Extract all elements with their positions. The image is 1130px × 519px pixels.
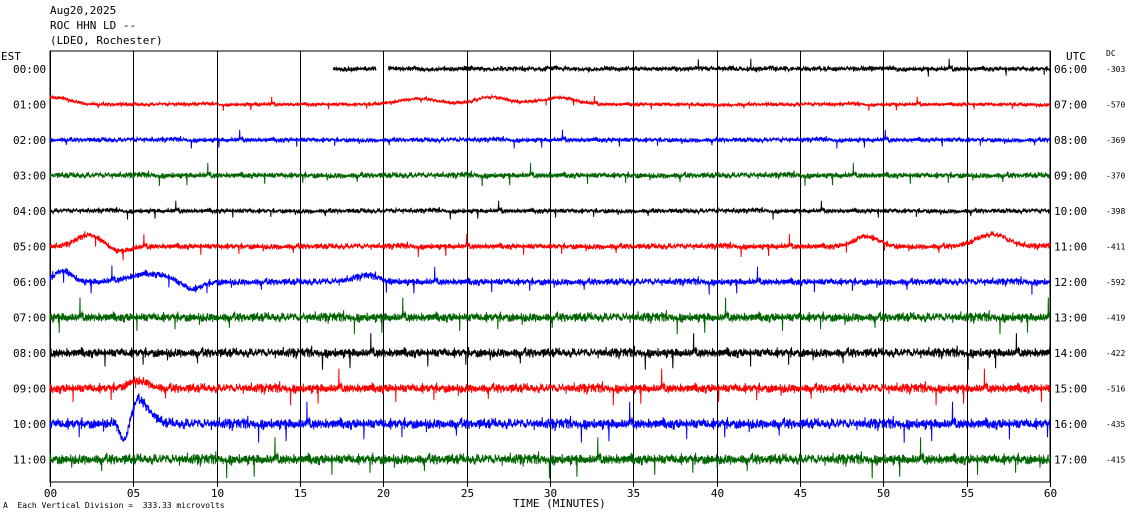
dc-offset-label: -516 — [1106, 385, 1125, 394]
dc-offset-label: -435 — [1106, 420, 1125, 429]
dc-offset-label: -370 — [1106, 172, 1125, 181]
trace-line — [49, 393, 1051, 443]
est-time-label: 10:00 — [13, 418, 46, 431]
x-tick-label: 45 — [794, 487, 807, 500]
dc-offset-label: -369 — [1106, 136, 1125, 145]
dc-offset-label: -419 — [1106, 314, 1125, 323]
header-network: (LDEO, Rochester) — [50, 34, 163, 47]
utc-time-label: 13:00 — [1054, 312, 1087, 325]
est-time-label: 02:00 — [13, 134, 46, 147]
trace-line — [49, 230, 1051, 261]
est-time-label: 04:00 — [13, 205, 46, 218]
x-tick-label: 10 — [211, 487, 224, 500]
header-date: Aug20,2025 — [50, 4, 117, 17]
x-tick-label: 20 — [377, 487, 390, 500]
trace-line — [332, 58, 1051, 77]
dc-offset-label: -415 — [1106, 456, 1125, 465]
x-tick-label: 60 — [1044, 487, 1057, 500]
x-tick-label: 00 — [44, 487, 57, 500]
x-tick-label: 50 — [877, 487, 890, 500]
est-axis-title: EST — [1, 50, 21, 63]
utc-time-label: 06:00 — [1054, 63, 1087, 76]
est-time-label: 08:00 — [13, 347, 46, 360]
utc-time-label: 08:00 — [1054, 134, 1087, 147]
dc-offset-label: -422 — [1106, 349, 1125, 358]
dc-column-title: DC — [1106, 49, 1116, 58]
x-tick-label: 25 — [461, 487, 474, 500]
x-tick-label: 40 — [711, 487, 724, 500]
corner-mark: A — [3, 501, 8, 510]
trace-line — [49, 93, 1051, 111]
scale-note-text: Each Vertical Division = 333.33 microvol… — [17, 501, 225, 510]
utc-time-label: 15:00 — [1054, 383, 1087, 396]
scale-note: A Each Vertical Division = 333.33 microv… — [3, 501, 225, 510]
utc-time-label: 14:00 — [1054, 347, 1087, 360]
x-tick-label: 05 — [127, 487, 140, 500]
trace-line — [49, 297, 1051, 335]
trace-line — [49, 333, 1051, 370]
dc-offset-label: -398 — [1106, 207, 1125, 216]
x-tick-label: 30 — [544, 487, 557, 500]
dc-offset-label: -570 — [1106, 101, 1125, 110]
x-tick-label: 15 — [294, 487, 307, 500]
x-tick-label: 35 — [627, 487, 640, 500]
traces — [49, 58, 1051, 479]
utc-time-label: 07:00 — [1054, 99, 1087, 112]
trace-line — [49, 437, 1051, 479]
trace-line — [49, 368, 1051, 406]
est-time-label: 09:00 — [13, 383, 46, 396]
trace-line — [49, 129, 1051, 149]
utc-time-label: 17:00 — [1054, 454, 1087, 467]
x-tick-label: 55 — [961, 487, 974, 500]
x-axis-label: TIME (MINUTES) — [513, 497, 606, 510]
est-time-label: 07:00 — [13, 312, 46, 325]
grid — [49, 50, 1051, 487]
header-station: ROC HHN LD -- — [50, 19, 137, 32]
dc-offset-label: -411 — [1106, 243, 1125, 252]
est-time-label: 01:00 — [13, 99, 46, 112]
est-time-label: 06:00 — [13, 276, 46, 289]
trace-line — [49, 200, 1051, 220]
utc-time-label: 09:00 — [1054, 170, 1087, 183]
labels: 00 05 10 15 20 25 30 35 40 45 50 55 60 00:00 06:00 -303… — [13, 63, 1125, 500]
est-time-label: 00:00 — [13, 63, 46, 76]
trace-line — [49, 162, 1051, 187]
utc-time-label: 16:00 — [1054, 418, 1087, 431]
utc-time-label: 10:00 — [1054, 205, 1087, 218]
utc-axis-title: UTC — [1066, 50, 1086, 63]
trace-line — [49, 265, 1051, 295]
dc-offset-label: -303 — [1106, 65, 1125, 74]
utc-time-label: 12:00 — [1054, 276, 1087, 289]
dc-offset-label: -592 — [1106, 278, 1125, 287]
est-time-label: 05:00 — [13, 241, 46, 254]
est-time-label: 11:00 — [13, 454, 46, 467]
est-time-label: 03:00 — [13, 170, 46, 183]
utc-time-label: 11:00 — [1054, 241, 1087, 254]
